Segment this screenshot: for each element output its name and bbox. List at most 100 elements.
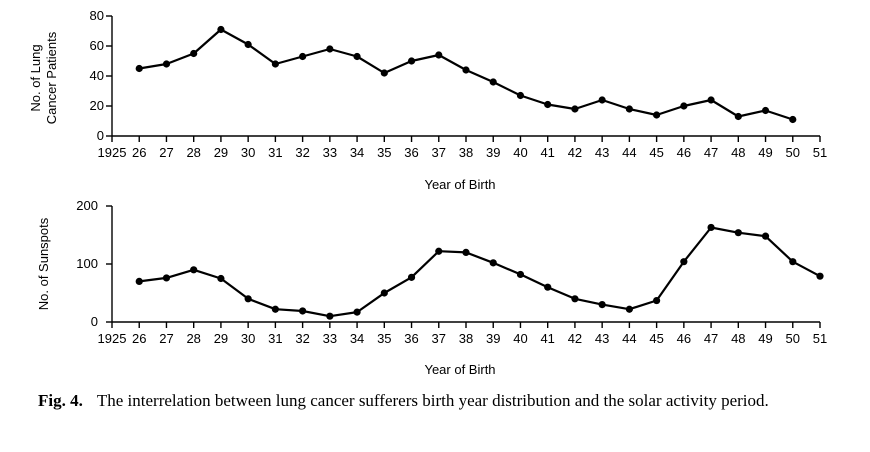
x-tick-label: 43 [595,331,609,346]
y-tick-label: 200 [76,198,98,213]
data-point [326,312,334,320]
x-axis-title: Year of Birth [424,362,495,377]
x-tick-label: 45 [649,145,663,160]
data-point [707,96,715,104]
data-point [734,112,742,121]
x-tick-label: 41 [540,331,554,346]
data-point [516,270,525,279]
data-point [435,247,443,255]
x-tick-label: 31 [268,331,282,346]
x-tick-label: 42 [568,145,582,160]
data-point [244,295,252,303]
data-point [761,232,770,240]
data-point [816,272,824,280]
data-point [462,248,470,256]
sunspots-chart: 0 100 200 1925 26 27 28 29 30 31 32 33 34 35 36 37 38 39 4… [36,198,827,377]
data-point [462,66,470,74]
x-tick-label: 43 [595,145,609,160]
data-point [761,106,770,115]
x-tick-label: 36 [404,331,418,346]
caption-text: The interrelation between lung cancer su… [96,391,769,410]
x-tick-label: 33 [323,331,337,346]
data-point [680,102,688,110]
x-tick-label: 44 [622,331,636,346]
data-point [217,274,225,283]
x-tick-label: 26 [132,331,146,346]
x-tick-label: 50 [786,145,800,160]
data-point [271,60,279,68]
x-tick-label: 26 [132,145,146,160]
series-line [139,28,794,121]
data-point [789,258,797,266]
x-tick-label: 30 [241,145,255,160]
x-tick-label: 46 [677,145,691,160]
x-tick-label: 37 [432,145,446,160]
x-tick-label: 27 [159,145,173,160]
x-tick-label: 29 [214,145,228,160]
data-point [380,289,388,297]
x-tick-label: 40 [513,145,527,160]
x-tick-label: 46 [677,331,691,346]
y-axis-title: No. of Sunspots [36,217,51,310]
data-point [544,100,552,109]
y-tick-label: 80 [90,8,104,23]
x-tick-label: 47 [704,331,718,346]
data-point [407,273,416,281]
caption-label: Fig. 4. [38,391,83,410]
x-tick-label: 48 [731,331,745,346]
x-tick-label: 36 [404,145,418,160]
data-point [217,25,225,34]
x-tick-label: 1925 [98,145,127,160]
data-point [734,229,742,237]
x-tick-label: 48 [731,145,745,160]
x-tick-label: 51 [813,145,827,160]
x-tick-label: 39 [486,145,500,160]
x-tick-label: 49 [758,331,772,346]
data-point [653,111,661,119]
x-tick-label: 33 [323,145,337,160]
x-tick-label: 28 [186,145,200,160]
data-point [162,60,171,68]
x-tick-label: 51 [813,331,827,346]
data-point [544,283,552,291]
y-axis-title: Cancer Patients [44,31,59,124]
x-tick-label: 29 [214,331,228,346]
data-point [135,64,143,73]
x-tick-label: 37 [432,331,446,346]
x-tick-label: 35 [377,145,391,160]
x-tick-label: 45 [649,331,663,346]
y-tick-label: 20 [90,98,104,113]
data-point [299,307,307,315]
x-tick-label: 44 [622,145,636,160]
y-axis-title: No. of Lung [28,44,43,111]
x-tick-label: 38 [459,331,473,346]
x-tick-label: 27 [159,331,173,346]
data-point [299,52,307,61]
x-tick-label: 39 [486,331,500,346]
data-point [244,40,252,49]
data-point [435,51,443,59]
x-tick-label: 35 [377,331,391,346]
x-tick-label: 30 [241,331,255,346]
data-point [571,295,579,303]
data-point [516,91,525,100]
x-tick-label: 50 [786,331,800,346]
x-tick-label: 31 [268,145,282,160]
data-point [680,258,688,266]
x-tick-label: 32 [295,145,309,160]
data-point [353,308,361,316]
figure-caption: Fig. 4. The interrelation between lung ca… [38,388,858,414]
x-tick-label: 49 [758,145,772,160]
data-point [326,45,334,53]
y-tick-label: 60 [90,38,104,53]
x-axis-title: Year of Birth [424,177,495,192]
x-tick-label: 40 [513,331,527,346]
data-point [162,274,171,282]
data-point [190,49,198,58]
y-tick-label: 40 [90,68,104,83]
y-tick-label: 100 [76,256,98,271]
x-tick-label: 47 [704,145,718,160]
data-point [135,277,143,285]
x-tick-label: 34 [350,331,364,346]
